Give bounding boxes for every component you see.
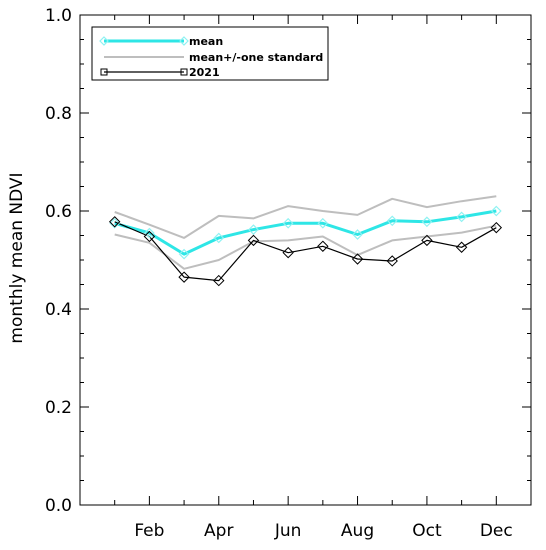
series-2021-line: [114, 221, 497, 282]
series-2021-point: [490, 221, 503, 234]
series-mean-point: [317, 217, 329, 229]
legend-mean-marker: [99, 36, 109, 46]
series-mean-point: [144, 227, 155, 239]
series-mean-point: [282, 217, 294, 229]
series-2021-point: [178, 271, 190, 283]
series-upper-std-line: [114, 195, 497, 239]
series-2021-point: [386, 255, 398, 267]
legend-box: [91, 26, 329, 81]
y-tick-label: 0.2: [45, 398, 72, 418]
series-2021-point: [421, 234, 433, 247]
series-mean-point: [213, 232, 225, 244]
series-lower-std-line: [114, 224, 497, 270]
legend-mean-label: mean: [189, 35, 223, 48]
x-tick-label: Jun: [274, 521, 302, 541]
series-mean-point: [456, 211, 467, 223]
y-tick-label: 0.4: [45, 300, 72, 320]
series-2021-point: [317, 240, 329, 252]
series-mean-point: [248, 224, 259, 235]
plot-area-frame: [79, 14, 532, 506]
y-tick-label: 0.6: [45, 202, 72, 222]
y-tick-label: 0.0: [45, 496, 72, 516]
series-mean-point: [421, 216, 433, 228]
legend-std-label: mean+/-one standard: [189, 51, 323, 64]
series-2021-point: [247, 234, 260, 247]
x-tick-label: Dec: [480, 521, 513, 541]
series-mean-line: [114, 209, 497, 256]
series-mean-point: [109, 217, 121, 229]
series-2021-point: [213, 274, 225, 287]
x-tick-label: Aug: [341, 521, 374, 541]
legend-2021-marker: [100, 68, 108, 76]
series-2021-point: [351, 253, 364, 265]
x-tick-label: Apr: [204, 521, 233, 541]
series-mean-point: [490, 205, 502, 217]
series-mean-point: [352, 229, 363, 240]
series-mean-point: [178, 248, 190, 260]
series-2021-point: [282, 246, 294, 259]
series-2021-point: [108, 216, 121, 228]
x-tick-label: Oct: [412, 521, 442, 541]
series-mean-point: [386, 215, 398, 227]
legend-2021-marker: [180, 68, 188, 76]
legend-2021-label: 2021: [189, 66, 220, 79]
series-2021-point: [455, 241, 468, 253]
x-tick-label: Feb: [134, 521, 164, 541]
y-tick-label: 0.8: [45, 104, 72, 124]
y-tick-label: 1.0: [45, 6, 72, 26]
y-axis-label: monthly mean NDVI: [7, 172, 27, 343]
legend-mean-marker: [179, 36, 189, 46]
series-2021-point: [143, 230, 156, 243]
